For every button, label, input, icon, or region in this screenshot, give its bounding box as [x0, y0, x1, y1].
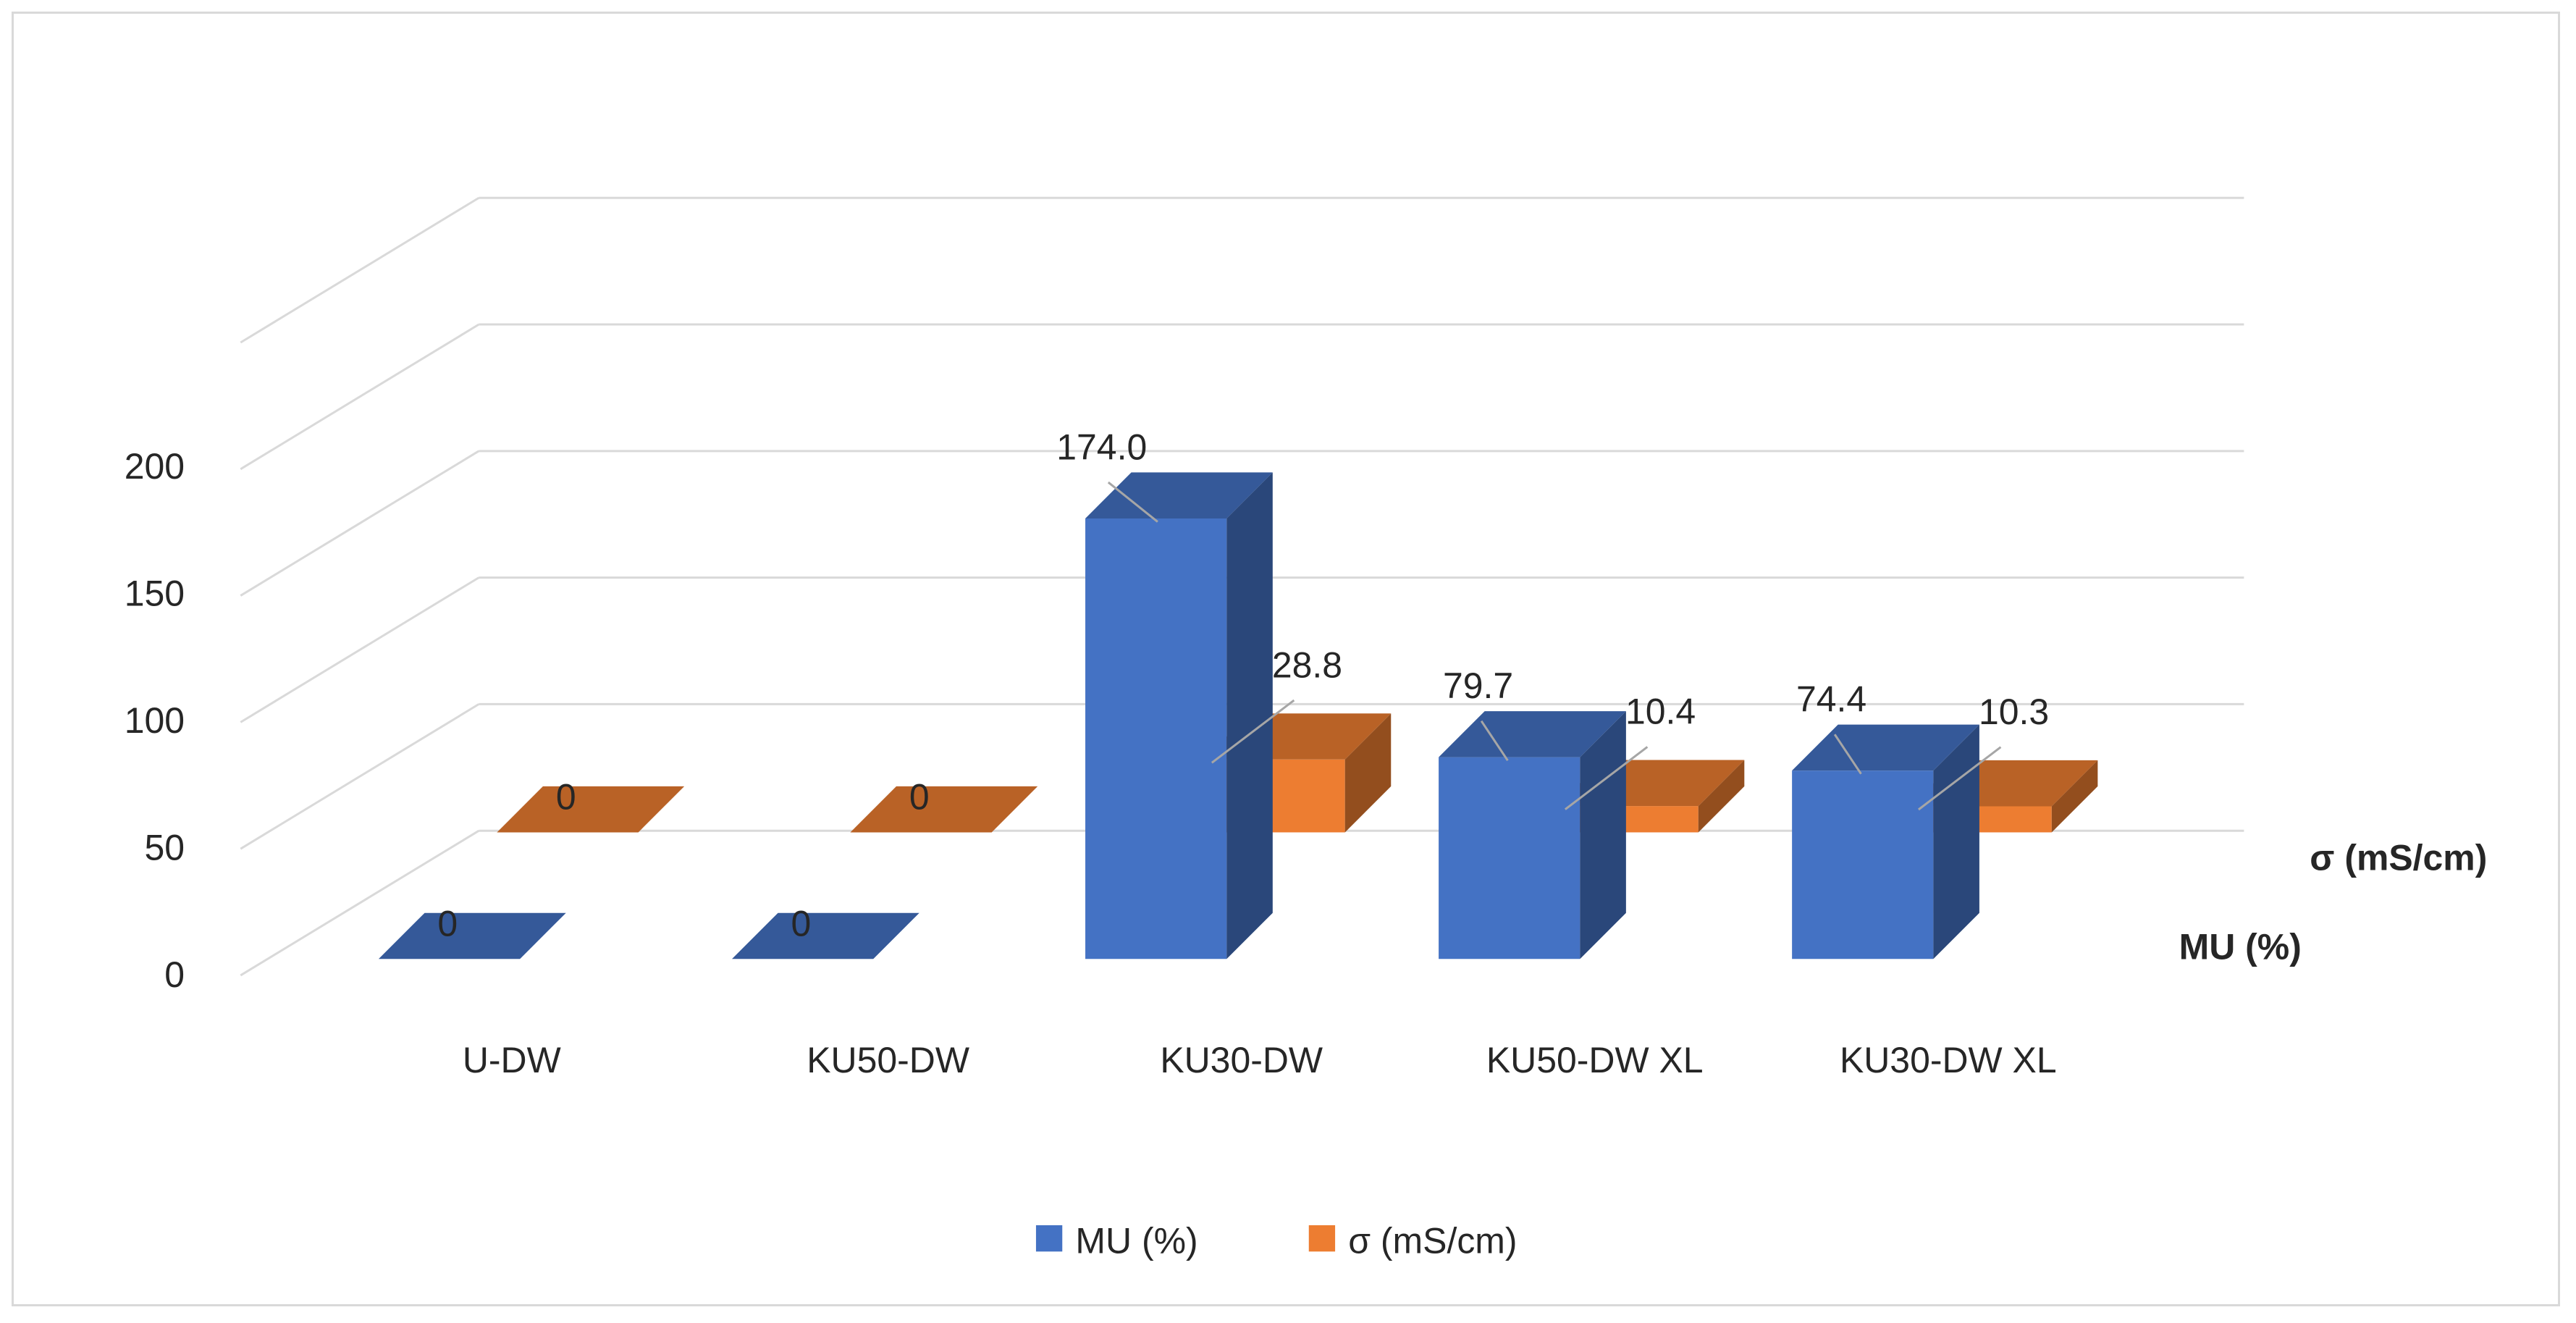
data-labels: 0 0 0 0 28.8 174.0 10.4 79.7 10.3 74.4 — [437, 427, 2049, 944]
legend-label[interactable]: σ (mS/cm) — [1348, 1221, 1517, 1261]
data-label: 79.7 — [1443, 665, 1513, 706]
category-label: KU30-DW — [1160, 1040, 1323, 1080]
bars — [378, 472, 2098, 959]
leader-line — [1480, 720, 1509, 762]
legend-swatch[interactable] — [1308, 1225, 1336, 1252]
leader-line — [1107, 481, 1158, 523]
leader-line — [1564, 746, 1649, 810]
data-label: 0 — [437, 903, 458, 944]
y-tick-label: 100 — [125, 700, 185, 741]
data-label: 174.0 — [1056, 427, 1147, 467]
bar-top-face — [850, 786, 1038, 833]
category-labels: U-DW KU50-DW KU30-DW KU50-DW XL KU30-DW XL — [463, 1040, 2057, 1080]
gridline-diagonal — [240, 829, 480, 977]
bar-top-face — [731, 912, 919, 959]
series-axis-labels: σ (mS/cm) MU (%) — [2179, 838, 2488, 967]
leader-line — [1918, 746, 2002, 811]
gridline-diagonal — [240, 703, 480, 850]
chart-svg: 0 50 100 150 200 0 0 0 0 28.8 174.0 10.4 79.7 10.3 74… — [125, 196, 2488, 1261]
y-tick-label: 150 — [125, 573, 185, 613]
y-axis-ticks: 0 50 100 150 200 — [125, 446, 185, 995]
legend: MU (%) σ (mS/cm) — [1035, 1221, 1518, 1261]
gridline-diagonal — [240, 196, 480, 344]
bar-mu — [378, 912, 566, 959]
gridline-diagonal — [240, 576, 480, 723]
y-tick-label: 0 — [164, 954, 185, 995]
leader-line — [1833, 734, 1862, 775]
data-label: 10.4 — [1625, 692, 1696, 732]
series-axis-label-mu: MU (%) — [2179, 926, 2302, 967]
category-label: U-DW — [463, 1040, 561, 1080]
data-label: 10.3 — [1979, 692, 2049, 732]
chart-frame: 0 50 100 150 200 0 0 0 0 28.8 174.0 10.4 79.7 10.3 74… — [12, 12, 2560, 1306]
bar-front-face — [1439, 757, 1580, 959]
data-label: 28.8 — [1272, 644, 1342, 685]
y-tick-label: 200 — [125, 446, 185, 487]
bar-top-face — [378, 912, 566, 959]
bar-mu — [731, 912, 919, 959]
gridline-diagonal — [240, 450, 480, 597]
bar-top-face — [1085, 472, 1273, 518]
category-label: KU50-DW — [807, 1040, 969, 1080]
data-label: 0 — [556, 777, 576, 818]
bar-top-face — [497, 786, 685, 833]
bar-side-face — [1933, 724, 1979, 959]
bar-sigma — [850, 786, 1038, 833]
grid-layer — [240, 196, 2244, 977]
bar-mu — [1792, 724, 1979, 959]
bar-front-face — [1792, 770, 1934, 959]
data-label: 0 — [909, 777, 930, 818]
category-label: KU50-DW XL — [1486, 1040, 1704, 1080]
bar-side-face — [2051, 760, 2098, 833]
bar-side-face — [1226, 472, 1273, 959]
bar-side-face — [1698, 760, 1745, 833]
data-label: 0 — [791, 903, 811, 944]
bar-sigma — [497, 786, 685, 833]
y-tick-label: 50 — [145, 827, 185, 868]
leader-line — [1211, 699, 1295, 764]
bar-top-face — [1439, 711, 1626, 757]
legend-label[interactable]: MU (%) — [1075, 1221, 1197, 1261]
bar-top-face — [1792, 724, 1979, 771]
series-axis-label-sigma: σ (mS/cm) — [2310, 838, 2487, 878]
bar-front-face — [1085, 518, 1227, 959]
data-label: 74.4 — [1796, 679, 1866, 719]
bar-side-face — [1344, 713, 1392, 833]
gridline-diagonal — [240, 323, 480, 471]
bar-mu — [1085, 472, 1273, 959]
category-label: KU30-DW XL — [1840, 1040, 2057, 1080]
bar-mu — [1439, 711, 1626, 959]
legend-swatch[interactable] — [1035, 1225, 1063, 1252]
